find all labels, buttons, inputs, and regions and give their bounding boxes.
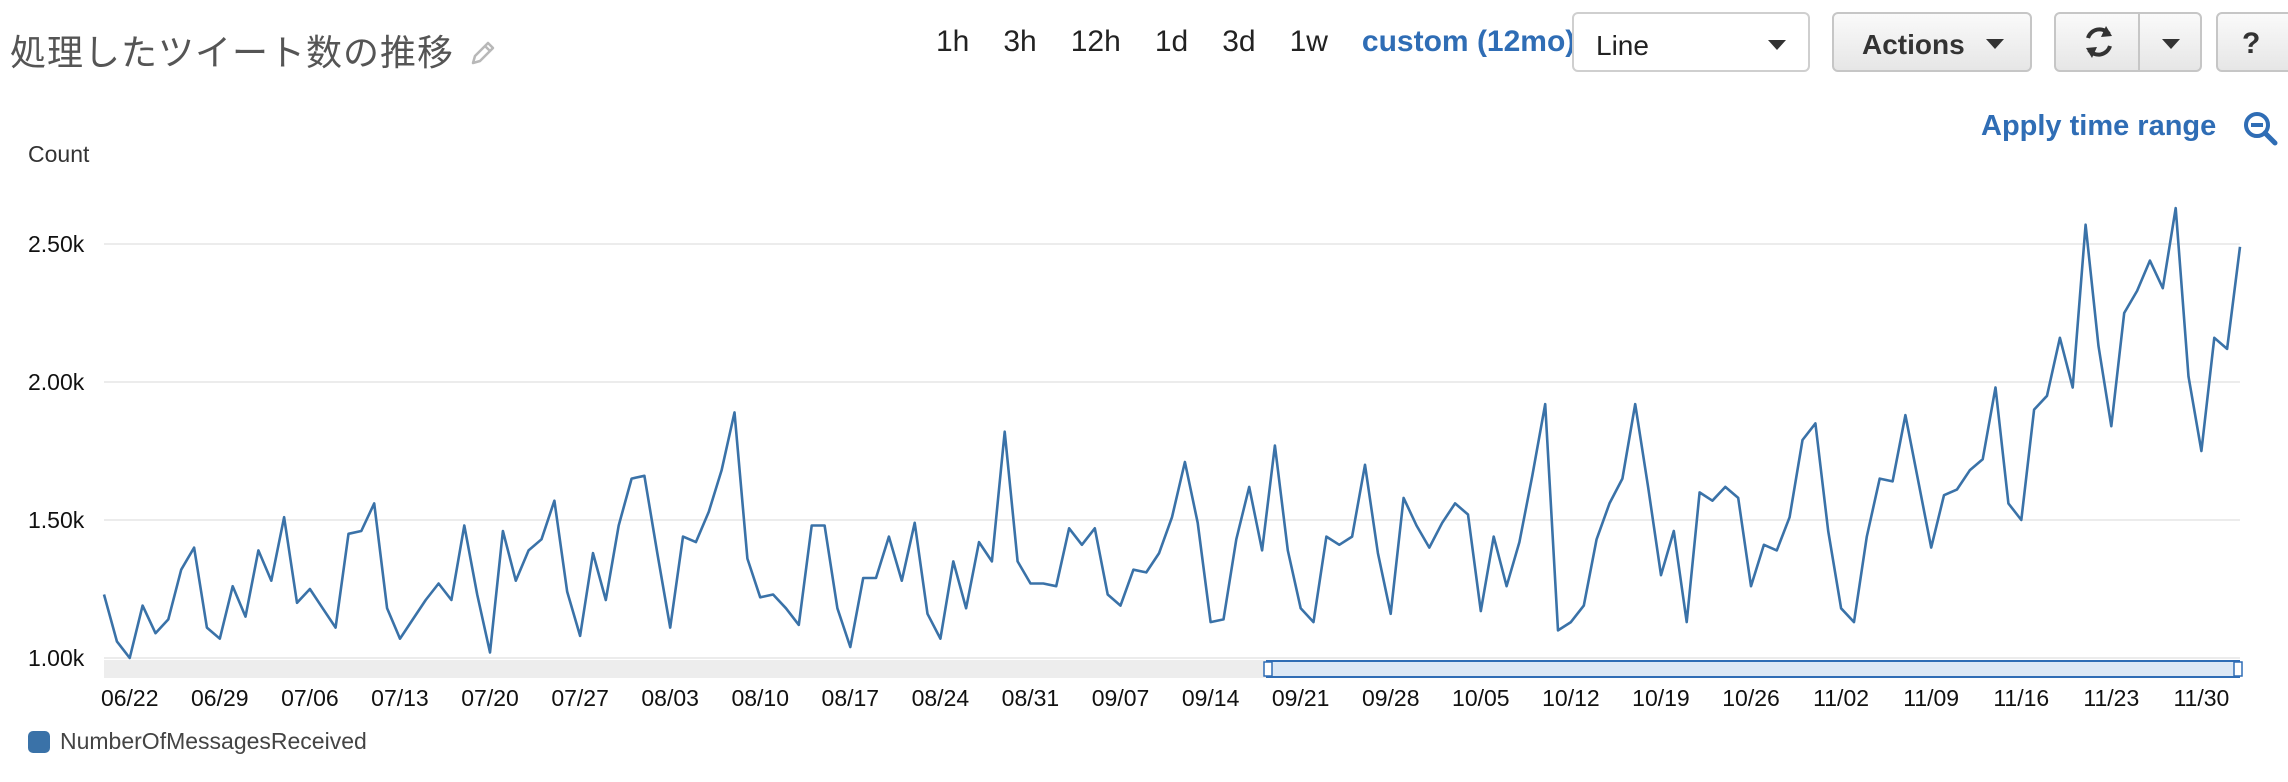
x-tick-label: 06/22: [101, 685, 159, 711]
x-tick-label: 11/09: [1903, 685, 1959, 711]
navigator-handle-right[interactable]: [2233, 661, 2243, 677]
x-tick-label: 07/20: [461, 685, 519, 711]
y-tick-label: 2.00k: [28, 369, 85, 395]
x-tick-label: 10/26: [1722, 685, 1780, 711]
legend: NumberOfMessagesReceived: [28, 728, 367, 755]
x-tick-label: 08/24: [912, 685, 970, 711]
range-custom-label: custom (12mo): [1361, 25, 1576, 58]
page-title: 処理したツイート数の推移: [10, 33, 455, 74]
chevron-down-icon: [2162, 39, 2180, 49]
legend-label: NumberOfMessagesReceived: [60, 728, 367, 754]
refresh-button[interactable]: [2054, 12, 2140, 72]
actions-label: Actions: [1862, 29, 1965, 60]
x-tick-label: 08/10: [731, 685, 789, 711]
range-1w[interactable]: 1w: [1289, 25, 1328, 58]
x-tick-label: 07/13: [371, 685, 429, 711]
x-tick-label: 07/27: [551, 685, 609, 711]
pencil-icon[interactable]: [468, 38, 498, 68]
x-tick-label: 09/21: [1272, 685, 1330, 711]
line-chart: Count 1.00k 1.50k 2.00k 2.50k 06/22 06/29 07/…: [28, 141, 2243, 711]
x-tick-label: 10/05: [1452, 685, 1510, 711]
navigator-handle-left[interactable]: [1263, 661, 1273, 677]
x-tick-label: 11/30: [2173, 685, 2229, 711]
zoom-out-icon[interactable]: [2240, 108, 2280, 148]
legend-swatch: [28, 730, 50, 753]
x-tick-label: 06/29: [191, 685, 249, 711]
range-12h[interactable]: 12h: [1070, 25, 1121, 58]
y-tick-label: 1.50k: [28, 507, 85, 533]
series-line-numberofmessagesreceived: [102, 206, 2242, 660]
actions-button[interactable]: Actions: [1832, 12, 2032, 72]
grid-lines: [104, 243, 2240, 659]
x-tick-label: 08/03: [641, 685, 699, 711]
help-label: ?: [2242, 27, 2261, 60]
y-tick-label: 1.00k: [28, 645, 85, 671]
x-tick-label: 11/02: [1813, 685, 1869, 711]
chart-type-value: Line: [1596, 30, 1649, 61]
help-button[interactable]: ?: [2216, 12, 2288, 72]
x-tick-label: 08/17: [822, 685, 880, 711]
x-tick-label: 08/31: [1002, 685, 1060, 711]
apply-time-range-link[interactable]: Apply time range: [1981, 110, 2217, 142]
chevron-down-icon: [1768, 40, 1786, 50]
refresh-icon: [2086, 26, 2112, 58]
x-tick-label: 11/16: [1993, 685, 2049, 711]
y-tick-label: 2.50k: [28, 231, 85, 257]
y-axis: 1.00k 1.50k 2.00k 2.50k: [28, 231, 85, 671]
refresh-options-button[interactable]: [2138, 12, 2202, 72]
x-tick-label: 09/28: [1362, 685, 1420, 711]
x-axis: 06/22 06/29 07/06 07/13 07/20 07/27 08/03 08/10…: [101, 685, 2229, 711]
range-1h[interactable]: 1h: [936, 25, 970, 58]
x-tick-label: 10/12: [1542, 685, 1600, 711]
chart-type-select[interactable]: Line: [1572, 12, 1810, 72]
chevron-down-icon: [1986, 39, 2004, 49]
y-axis-label: Count: [28, 141, 90, 167]
x-tick-label: 07/06: [281, 685, 339, 711]
navigator-selection[interactable]: [1266, 660, 2240, 678]
range-3h[interactable]: 3h: [1003, 25, 1037, 58]
x-tick-label: 11/23: [2083, 685, 2139, 711]
x-tick-label: 09/14: [1182, 685, 1240, 711]
range-1d[interactable]: 1d: [1154, 25, 1189, 58]
x-tick-label: 10/19: [1632, 685, 1690, 711]
x-tick-label: 09/07: [1092, 685, 1150, 711]
range-3d[interactable]: 3d: [1222, 25, 1256, 58]
time-range-selector: 1h 3h 12h 1d 3d 1w custom (12mo): [936, 24, 1635, 60]
